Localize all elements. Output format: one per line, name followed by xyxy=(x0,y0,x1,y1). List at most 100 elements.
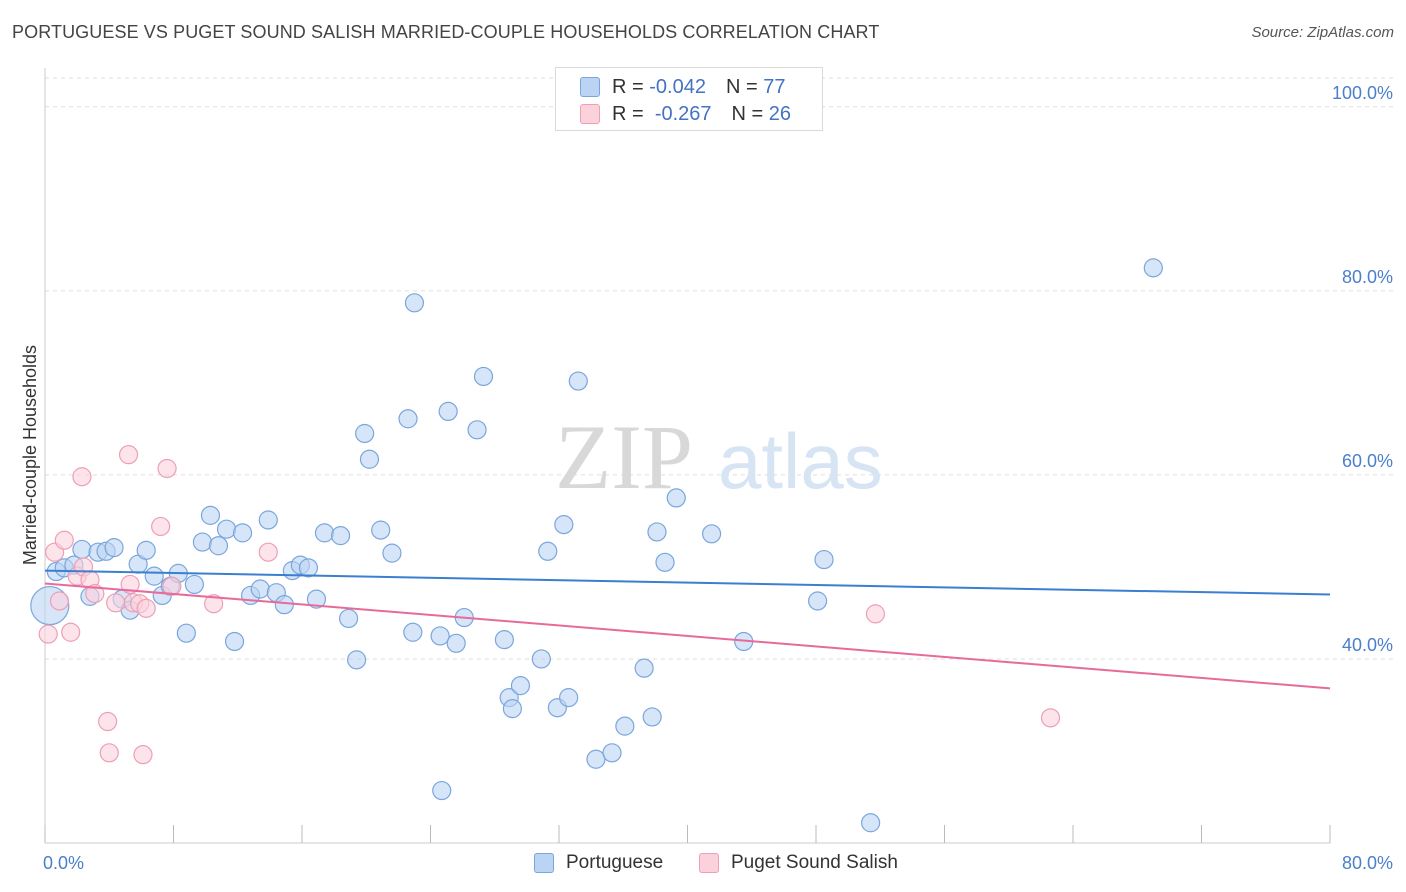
salish-point xyxy=(151,516,171,537)
portuguese-point xyxy=(814,549,834,570)
portuguese-point xyxy=(446,633,466,653)
salish-point xyxy=(106,593,126,613)
portuguese-point xyxy=(232,523,253,543)
series-portuguese xyxy=(30,258,1163,833)
portuguese-point xyxy=(347,650,367,670)
portuguese-swatch xyxy=(580,77,600,97)
portuguese-point xyxy=(404,293,425,313)
legend-label-portuguese: Portuguese xyxy=(566,852,664,873)
portuguese-point xyxy=(701,524,722,544)
portuguese-point xyxy=(432,780,452,801)
portuguese-legend-swatch xyxy=(534,853,554,873)
stats-row-salish: R = -0.267 N = 26 xyxy=(580,102,791,126)
portuguese-point xyxy=(510,676,531,696)
salish-point xyxy=(258,542,278,562)
n-label: N = xyxy=(731,102,764,125)
salish-point xyxy=(157,458,177,479)
portuguese-point xyxy=(298,558,319,578)
salish-point xyxy=(98,711,118,732)
portuguese-point xyxy=(438,401,458,422)
y-axis-label: Married-couple Households xyxy=(20,345,40,565)
portuguese-point xyxy=(371,520,391,540)
portuguese-point xyxy=(655,552,675,572)
portuguese-point xyxy=(615,716,635,736)
portuguese-point xyxy=(559,688,579,708)
y-tick-label: 60.0% xyxy=(1342,451,1393,471)
portuguese-point xyxy=(104,538,124,558)
legend-item-portuguese[interactable]: Portuguese xyxy=(534,852,663,874)
portuguese-point xyxy=(274,595,294,615)
portuguese-point xyxy=(136,540,156,560)
series-puget-sound-salish xyxy=(38,445,1061,765)
y-tick-label: 100.0% xyxy=(1332,83,1393,103)
portuguese-point xyxy=(531,649,551,669)
portuguese-point xyxy=(602,743,622,763)
portuguese-point xyxy=(382,543,402,563)
portuguese-point xyxy=(200,505,221,525)
y-tick-label: 80.0% xyxy=(1342,267,1393,287)
salish-point xyxy=(85,584,105,604)
portuguese-point xyxy=(359,449,380,469)
portuguese-point xyxy=(184,574,204,595)
x-tick-label: 80.0% xyxy=(1342,853,1393,873)
portuguese-point xyxy=(467,420,487,440)
portuguese-point xyxy=(72,539,92,560)
portuguese-point xyxy=(538,541,558,561)
portuguese-point xyxy=(250,579,270,599)
salish-point xyxy=(99,743,119,763)
portuguese-point xyxy=(403,622,423,642)
tick-labels: 40.0% 60.0% 80.0% 100.0% 0.0% 80.0% xyxy=(43,83,1393,873)
watermark: ZIP atlas xyxy=(555,406,883,508)
portuguese-point xyxy=(1143,258,1163,278)
n-label: N = xyxy=(725,75,758,98)
trend-line-salish xyxy=(44,582,1331,690)
portuguese-point xyxy=(494,630,514,650)
gridlines xyxy=(45,77,1395,660)
salish-point xyxy=(72,467,92,487)
salish-swatch xyxy=(580,104,600,124)
portuguese-point xyxy=(502,699,523,719)
salish-point xyxy=(61,622,81,642)
portuguese-point xyxy=(338,608,359,629)
portuguese-point xyxy=(647,522,667,542)
portuguese-point xyxy=(808,591,828,611)
watermark-atlas: atlas xyxy=(718,417,883,505)
legend-label-salish: Puget Sound Salish xyxy=(731,852,898,873)
n-value-salish: 26 xyxy=(768,102,792,125)
salish-point xyxy=(162,576,182,596)
trend-lines xyxy=(44,569,1331,690)
legend-item-salish[interactable]: Puget Sound Salish xyxy=(699,852,898,874)
r-label: R = xyxy=(612,102,644,125)
n-value-portuguese: 77 xyxy=(763,75,786,98)
portuguese-point xyxy=(355,423,375,444)
salish-point xyxy=(118,445,139,465)
salish-point xyxy=(54,530,74,550)
salish-point xyxy=(204,594,224,614)
salish-point xyxy=(49,591,70,611)
x-tick-label: 0.0% xyxy=(43,853,84,873)
portuguese-point xyxy=(554,514,574,535)
portuguese-point xyxy=(398,409,418,429)
portuguese-point xyxy=(258,510,278,530)
portuguese-point xyxy=(430,626,450,646)
portuguese-point xyxy=(568,371,588,391)
portuguese-point xyxy=(586,749,606,769)
trend-line-portuguese xyxy=(44,569,1331,596)
r-label: R = xyxy=(612,75,644,98)
series-legend: Portuguese Puget Sound Salish xyxy=(0,852,1406,878)
chart-title: PORTUGUESE VS PUGET SOUND SALISH MARRIED… xyxy=(12,22,880,42)
portuguese-point xyxy=(176,623,196,643)
salish-point xyxy=(865,604,886,624)
salish-point xyxy=(136,598,156,618)
portuguese-point xyxy=(666,488,686,508)
stats-row-portuguese: R = -0.042 N = 77 xyxy=(580,75,785,99)
salish-legend-swatch xyxy=(699,853,719,873)
portuguese-point xyxy=(861,813,881,833)
portuguese-point xyxy=(634,658,654,678)
axes xyxy=(44,68,1331,844)
portuguese-point xyxy=(642,707,662,727)
source-label: Source: ZipAtlas.com xyxy=(1251,24,1394,41)
portuguese-point xyxy=(314,523,335,543)
salish-point xyxy=(133,745,153,765)
